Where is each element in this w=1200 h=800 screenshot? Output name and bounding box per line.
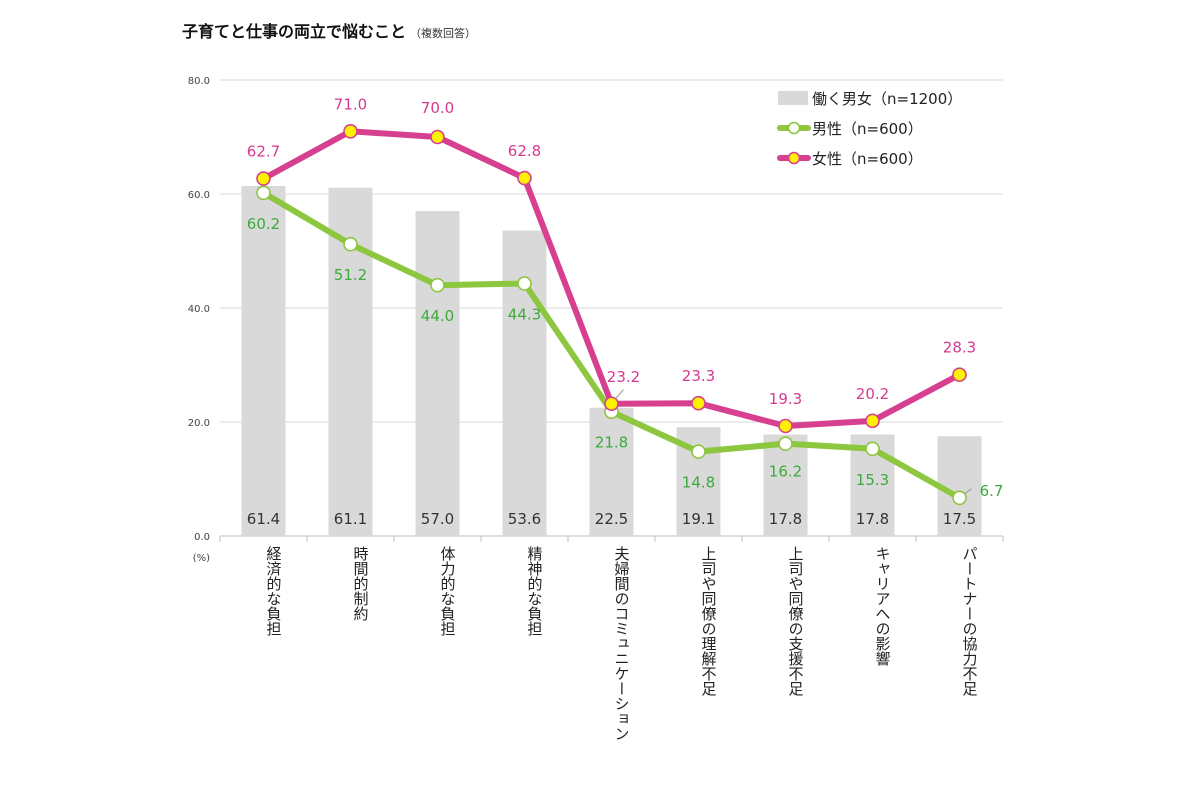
female-data-label: 70.0: [421, 99, 454, 117]
legend-bar-swatch: [778, 91, 808, 105]
bar: [763, 434, 808, 536]
male-label-leader: [964, 488, 972, 495]
female-data-label: 20.2: [856, 385, 889, 403]
bar-value-label: 61.4: [247, 510, 280, 528]
male-data-label: 6.7: [980, 482, 1004, 500]
x-category-label: 夫婦間のコミュニケーション: [613, 546, 631, 741]
bar: [241, 186, 286, 536]
chart-title: 子育てと仕事の両立で悩むこと: [182, 22, 407, 41]
bar-value-label: 17.5: [943, 510, 976, 528]
female-series-point: [778, 418, 793, 434]
legend-male-swatch-marker: [787, 121, 801, 135]
female-series-point: [256, 171, 271, 186]
bar-value-label: 22.5: [595, 510, 628, 528]
female-series-point: [343, 124, 358, 139]
y-unit-label: (%): [193, 553, 210, 564]
bar-value-label: 57.0: [421, 510, 454, 528]
male-data-label: 21.8: [595, 434, 628, 452]
female-series-point: [952, 367, 967, 382]
y-tick-label: 0.0: [194, 532, 210, 543]
female-data-label: 62.7: [247, 143, 280, 161]
male-series-point: [430, 277, 445, 293]
male-series-point: [778, 436, 793, 451]
female-data-label: 71.0: [334, 95, 367, 113]
y-tick-label: 40.0: [188, 304, 210, 315]
legend-bar-label: 働く男女（n=1200）: [812, 90, 962, 108]
female-data-label: 19.3: [769, 390, 802, 408]
male-data-label: 16.2: [769, 463, 802, 481]
female-series-point: [691, 395, 706, 411]
female-series-point: [604, 396, 619, 412]
male-series-point: [865, 441, 880, 457]
female-label-leader: [615, 389, 624, 400]
male-data-label: 51.2: [334, 266, 367, 284]
female-data-label: 28.3: [943, 339, 976, 357]
x-category-label: 体力的な負担: [439, 546, 457, 636]
male-data-label: 15.3: [856, 471, 889, 489]
female-data-label: 23.2: [607, 368, 640, 386]
male-data-label: 44.3: [508, 305, 541, 323]
x-category-label: 経済的な負担: [265, 546, 283, 636]
bar-value-label: 53.6: [508, 510, 541, 528]
bar-value-label: 17.8: [769, 510, 802, 528]
x-category-label: 精神的な負担: [526, 546, 544, 636]
y-tick-label: 60.0: [188, 190, 210, 201]
male-series-point: [517, 276, 532, 291]
female-series-point: [430, 129, 445, 145]
chart-title-area: 子育てと仕事の両立で悩むこと （複数回答）: [182, 18, 476, 42]
bar-value-label: 19.1: [682, 510, 715, 528]
legend-female-label: 女性（n=600）: [812, 150, 923, 168]
female-data-label: 62.8: [508, 142, 541, 160]
male-data-label: 60.2: [247, 215, 280, 233]
female-data-label: 23.3: [682, 367, 715, 385]
male-series-point: [691, 444, 706, 459]
male-series-point: [256, 185, 271, 201]
y-tick-label: 80.0: [188, 76, 210, 87]
x-category-label: 上司や同僚の理解不足: [700, 546, 718, 697]
bar-value-label: 61.1: [334, 510, 367, 528]
legend-female-swatch-marker: [787, 151, 801, 165]
female-series-point: [865, 413, 880, 429]
x-category-label: 上司や同僚の支援不足: [787, 546, 805, 697]
x-category-label: キャリアへの影響: [874, 546, 892, 667]
male-series-point: [952, 490, 967, 506]
y-tick-label: 20.0: [188, 418, 210, 429]
male-data-label: 44.0: [421, 307, 454, 325]
x-category-label: 時間的制約: [352, 546, 370, 622]
bar-value-label: 17.8: [856, 510, 889, 528]
legend-male-label: 男性（n=600）: [812, 120, 923, 138]
x-category-label: パートナーの協力不足: [961, 546, 979, 697]
bar: [415, 211, 460, 536]
chart-subtitle: （複数回答）: [410, 27, 477, 40]
male-series-point: [343, 236, 358, 252]
bar: [589, 407, 634, 536]
female-series-point: [517, 170, 532, 186]
male-data-label: 14.8: [682, 474, 715, 492]
